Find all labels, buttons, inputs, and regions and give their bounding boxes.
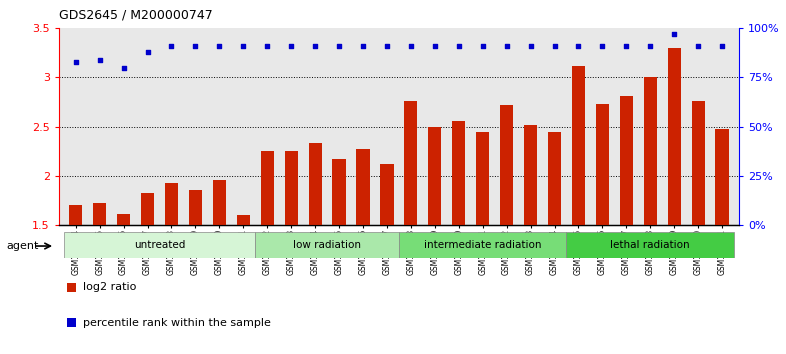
Bar — [590, 28, 615, 225]
Bar — [471, 28, 494, 225]
Bar — [160, 28, 183, 225]
Bar — [567, 28, 590, 225]
Point — [428, 43, 441, 49]
Text: percentile rank within the sample: percentile rank within the sample — [83, 318, 270, 328]
Point — [309, 43, 321, 49]
Point — [524, 43, 537, 49]
Bar — [141, 193, 154, 225]
Bar — [619, 96, 633, 225]
Bar — [356, 149, 369, 225]
Bar — [686, 28, 710, 225]
Bar — [380, 164, 394, 225]
Bar — [500, 105, 513, 225]
Bar — [644, 78, 657, 225]
Bar — [351, 28, 375, 225]
Bar — [327, 28, 351, 225]
Bar — [64, 232, 255, 258]
Bar — [404, 101, 417, 225]
Bar — [375, 28, 399, 225]
Point — [165, 43, 178, 49]
Point — [596, 43, 608, 49]
Bar — [519, 28, 542, 225]
Bar — [88, 28, 112, 225]
Point — [548, 43, 560, 49]
Bar — [135, 28, 160, 225]
Point — [332, 43, 345, 49]
Text: low radiation: low radiation — [293, 240, 361, 250]
Bar — [667, 48, 681, 225]
Bar — [213, 179, 226, 225]
Bar — [208, 28, 231, 225]
Bar — [112, 28, 135, 225]
Point — [716, 43, 729, 49]
Bar — [309, 143, 321, 225]
Bar — [452, 121, 465, 225]
Bar — [255, 232, 399, 258]
Bar — [428, 126, 442, 225]
Bar — [524, 125, 537, 225]
Point — [453, 43, 465, 49]
Point — [644, 43, 656, 49]
Bar — [446, 28, 471, 225]
Bar — [279, 28, 303, 225]
Bar — [542, 28, 567, 225]
Text: lethal radiation: lethal radiation — [611, 240, 690, 250]
Bar — [165, 183, 178, 225]
Point — [213, 43, 226, 49]
Bar — [261, 151, 274, 225]
Point — [261, 43, 274, 49]
Text: log2 ratio: log2 ratio — [83, 282, 136, 292]
Bar — [494, 28, 519, 225]
Point — [285, 43, 297, 49]
Bar — [93, 203, 106, 225]
Bar — [231, 28, 255, 225]
Point — [69, 59, 82, 64]
Bar — [567, 232, 734, 258]
Text: agent: agent — [6, 241, 39, 251]
Bar — [332, 159, 346, 225]
Point — [501, 43, 513, 49]
Bar — [399, 28, 423, 225]
Bar — [710, 28, 734, 225]
Point — [620, 43, 633, 49]
Point — [94, 57, 106, 63]
Bar — [237, 215, 250, 225]
Point — [405, 43, 417, 49]
Bar — [638, 28, 663, 225]
Bar — [285, 151, 298, 225]
Point — [237, 43, 250, 49]
Point — [380, 43, 393, 49]
Point — [476, 43, 489, 49]
Bar — [615, 28, 638, 225]
Bar — [692, 101, 705, 225]
Point — [189, 43, 202, 49]
Bar — [303, 28, 327, 225]
Bar — [423, 28, 446, 225]
Bar — [715, 129, 729, 225]
Point — [117, 65, 130, 70]
Text: GDS2645 / M200000747: GDS2645 / M200000747 — [59, 9, 213, 22]
Point — [572, 43, 585, 49]
Bar — [548, 132, 561, 225]
Point — [668, 32, 681, 37]
Point — [692, 43, 704, 49]
Bar — [255, 28, 279, 225]
Bar — [572, 65, 585, 225]
Bar — [399, 232, 567, 258]
Bar — [69, 205, 83, 225]
Bar — [183, 28, 208, 225]
Bar — [117, 214, 130, 225]
Bar — [64, 28, 88, 225]
Text: intermediate radiation: intermediate radiation — [424, 240, 542, 250]
Point — [357, 43, 369, 49]
Bar — [189, 190, 202, 225]
Bar — [476, 132, 489, 225]
Point — [141, 49, 154, 55]
Bar — [596, 104, 609, 225]
Bar — [663, 28, 686, 225]
Text: untreated: untreated — [134, 240, 185, 250]
